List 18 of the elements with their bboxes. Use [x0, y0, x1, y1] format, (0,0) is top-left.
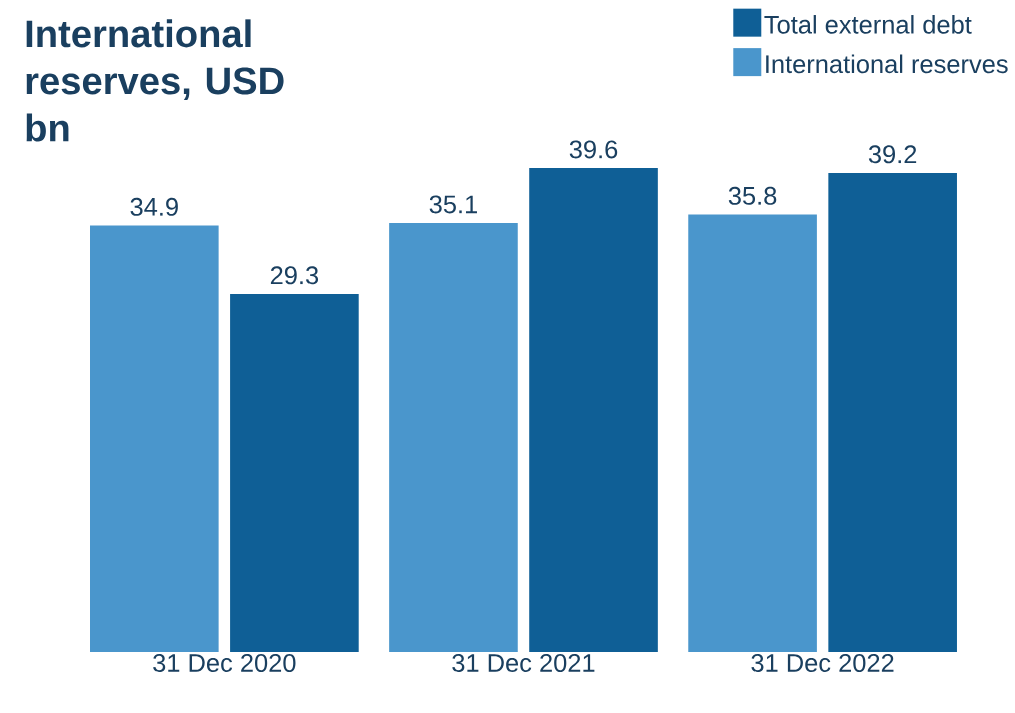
- bar: [90, 225, 219, 652]
- bar: [529, 167, 658, 652]
- data-label: 35.1: [429, 195, 477, 214]
- data-label: 35.8: [728, 186, 777, 205]
- bar: [828, 172, 957, 652]
- x-tick-label: 31 Dec 2021: [452, 653, 595, 672]
- bar: [688, 214, 817, 652]
- bar: [389, 222, 518, 652]
- legend-label: Total external debt: [764, 14, 972, 34]
- x-tick-label: 31 Dec 2020: [153, 653, 296, 672]
- chart-title: International reserves, USD bn: [26, 19, 284, 142]
- data-label: 39.6: [569, 140, 618, 159]
- data-label: 34.9: [130, 197, 178, 216]
- x-tick-label: 31 Dec 2022: [751, 653, 894, 672]
- bar: [230, 293, 359, 652]
- data-label: 29.3: [270, 266, 319, 285]
- data-label: 39.2: [868, 145, 917, 164]
- legend-label: International reserves: [766, 54, 1008, 74]
